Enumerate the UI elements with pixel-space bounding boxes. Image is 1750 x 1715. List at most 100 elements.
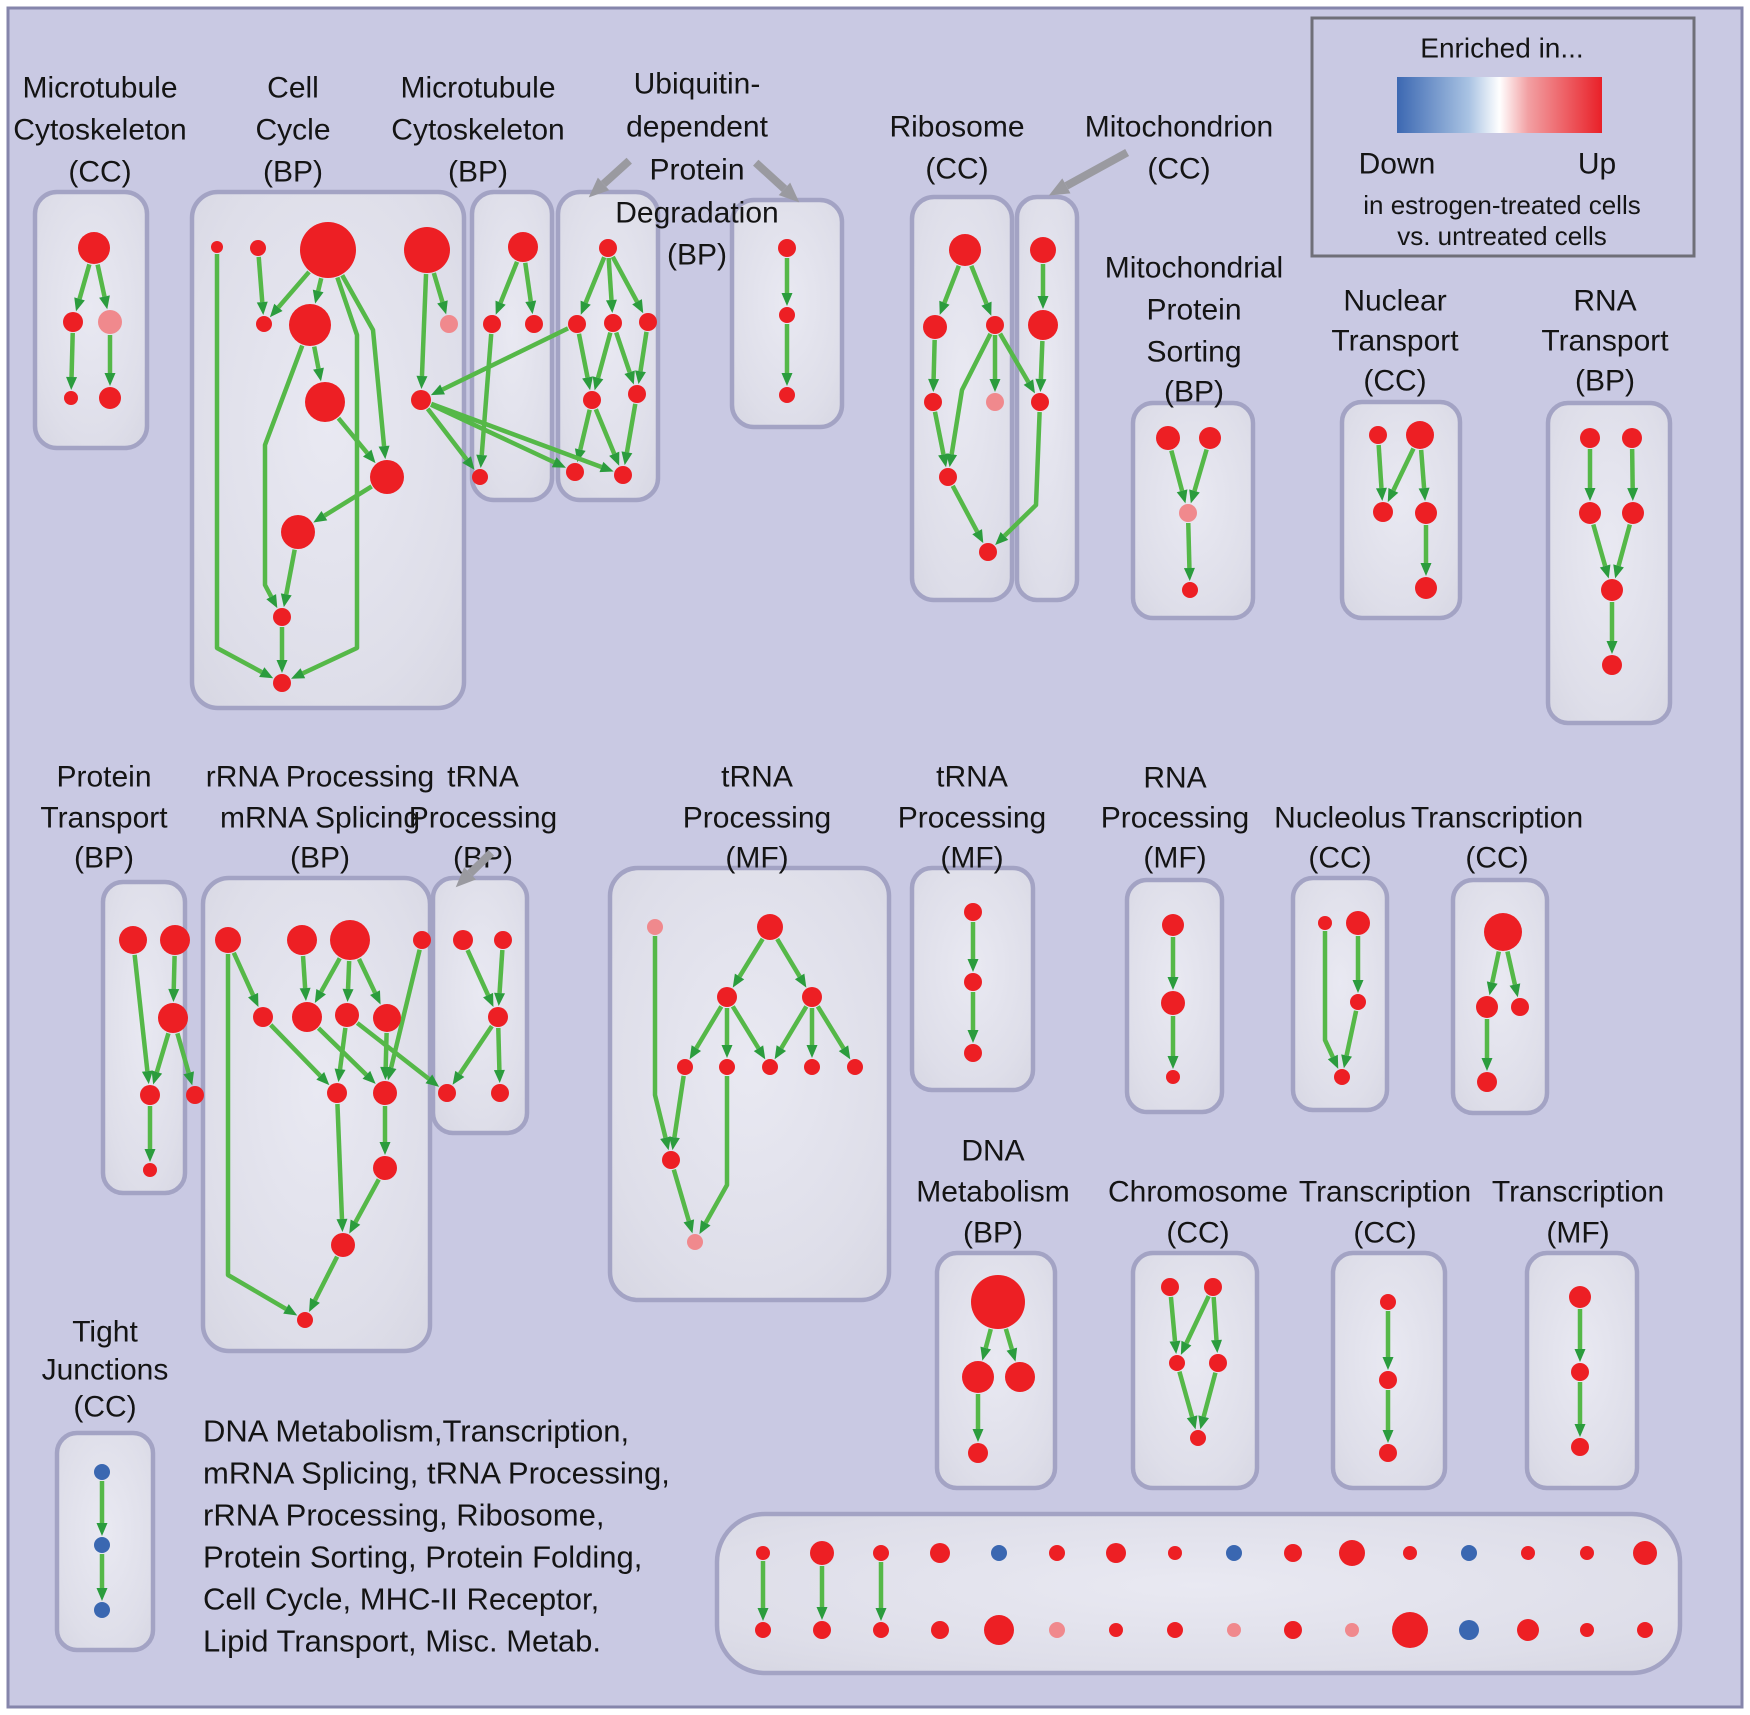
- go-term-node: [1161, 991, 1185, 1015]
- cluster-label-nuclear-transport: (CC): [1363, 365, 1426, 398]
- edge-arrow: [214, 254, 274, 679]
- go-term-node: [719, 1059, 735, 1075]
- edge-arrow: [605, 257, 617, 314]
- cluster-label-trna-processing-mf-large: Processing: [683, 802, 831, 835]
- edge-arrow: [256, 256, 268, 316]
- go-term-node: [1373, 502, 1393, 522]
- cluster-label-rna-processing-mf: RNA: [1143, 762, 1206, 795]
- edge-arrow: [1375, 444, 1387, 502]
- cluster-label-transcription-cc-lower: (CC): [1353, 1217, 1416, 1250]
- edge-arrow: [1382, 1390, 1394, 1443]
- edge-arrow: [95, 264, 110, 310]
- go-term-node: [300, 222, 356, 278]
- go-term-node: [1459, 1620, 1479, 1640]
- edge-arrow: [231, 951, 259, 1007]
- go-term-node: [281, 515, 315, 549]
- go-term-node: [802, 987, 822, 1007]
- edge-arrow: [151, 1032, 171, 1085]
- cross-edge-arrow: [430, 402, 566, 468]
- edge-arrow: [1189, 448, 1209, 504]
- go-term-node: [1569, 1286, 1591, 1308]
- cluster-label-ubiquitin-degradation: (BP): [667, 239, 727, 272]
- go-term-node: [411, 390, 431, 410]
- edge-arrow: [781, 324, 793, 386]
- go-term-node: [1601, 579, 1623, 601]
- cluster-label-dna-metabolism: (BP): [963, 1217, 1023, 1250]
- cluster-label-ubiquitin-degradation: Ubiquitin-: [634, 68, 761, 101]
- go-term-node: [413, 931, 431, 949]
- go-term-node: [1109, 1623, 1123, 1637]
- edge-arrow: [144, 1106, 156, 1162]
- cross-edge-arrow: [995, 411, 1042, 546]
- edge-arrow: [1613, 523, 1633, 579]
- go-term-node: [757, 914, 783, 940]
- go-term-node: [256, 316, 272, 332]
- edge-arrow: [494, 949, 506, 1007]
- go-term-node: [94, 1464, 110, 1480]
- cluster-label-rna-processing-mf: (MF): [1143, 842, 1206, 875]
- cluster-label-trna-processing-bp: tRNA: [447, 761, 519, 794]
- go-term-node: [1339, 1540, 1365, 1566]
- go-term-node: [1622, 502, 1644, 524]
- cluster-boxes-layer: [32, 189, 1683, 1676]
- edge-arrow: [699, 1076, 730, 1235]
- go-term-node: [779, 307, 795, 323]
- go-term-node: [1379, 1444, 1397, 1462]
- edge-arrow: [593, 408, 620, 466]
- edge-arrow: [523, 262, 537, 315]
- edge-arrow: [875, 1562, 887, 1621]
- edge-arrow: [96, 1554, 108, 1601]
- cluster-label-nucleolus: (CC): [1308, 842, 1371, 875]
- go-term-node: [1162, 914, 1184, 936]
- edge-arrow: [1574, 1382, 1586, 1437]
- go-term-node: [525, 315, 543, 333]
- edge-arrow: [689, 1005, 724, 1060]
- legend-up-label: Up: [1578, 148, 1616, 181]
- edge-arrow: [972, 1394, 984, 1442]
- edge-arrow: [980, 1328, 993, 1361]
- go-term-node: [1161, 1278, 1179, 1296]
- cluster-label-protein-transport: Protein: [56, 761, 151, 794]
- edge-arrow: [74, 263, 92, 312]
- edge-arrow: [932, 411, 949, 468]
- edge-arrow: [309, 1255, 340, 1312]
- edge-arrow: [1420, 525, 1432, 576]
- go-term-node: [140, 1085, 160, 1105]
- edge-arrow: [721, 1008, 733, 1058]
- go-term-node: [1227, 1623, 1241, 1637]
- go-term-node: [250, 240, 266, 256]
- edge-arrow: [175, 1032, 194, 1086]
- go-term-node: [1031, 393, 1049, 411]
- cluster-label-ubiquitin-degradation: Protein: [649, 154, 744, 187]
- go-term-node: [873, 1545, 889, 1561]
- edge-arrow: [349, 1178, 381, 1234]
- edge-arrow: [452, 1024, 494, 1085]
- go-term-node: [1169, 1355, 1185, 1371]
- misc-functions-text: DNA Metabolism,Transcription, mRNA Splic…: [203, 1414, 670, 1659]
- go-term-node: [404, 227, 450, 273]
- go-term-node: [1477, 1072, 1497, 1092]
- edge-arrow: [1180, 1295, 1211, 1355]
- edge-arrow: [314, 957, 342, 1004]
- cluster-label-chromosome: (CC): [1166, 1217, 1229, 1250]
- go-term-node: [1571, 1363, 1589, 1381]
- edge-arrow: [774, 1005, 809, 1060]
- cluster-label-chromosome: Chromosome: [1108, 1176, 1288, 1209]
- edge-arrow: [104, 335, 116, 386]
- cluster-label-tight-junctions: Junctions: [42, 1354, 169, 1387]
- go-term-node: [1179, 504, 1197, 522]
- misc-text-line: Lipid Transport, Misc. Metab.: [203, 1624, 601, 1659]
- cluster-label-trna-processing-mf-small: (MF): [940, 842, 1003, 875]
- go-term-node: [599, 239, 617, 257]
- cluster-label-tight-junctions: Tight: [72, 1316, 138, 1349]
- edge-arrow: [1505, 951, 1521, 998]
- cluster-label-mitochondrial-protein-sorting: Mitochondrial: [1105, 252, 1283, 285]
- edge-arrow: [580, 256, 607, 315]
- go-term-node: [1049, 1545, 1065, 1561]
- cluster-label-ribosome: Ribosome: [889, 111, 1024, 144]
- go-term-node: [1284, 1621, 1302, 1639]
- edge-arrow: [299, 955, 311, 1002]
- legend-title: Enriched in...: [1420, 33, 1583, 64]
- cluster-label-rna-transport: RNA: [1573, 285, 1636, 318]
- go-term-node: [472, 469, 488, 485]
